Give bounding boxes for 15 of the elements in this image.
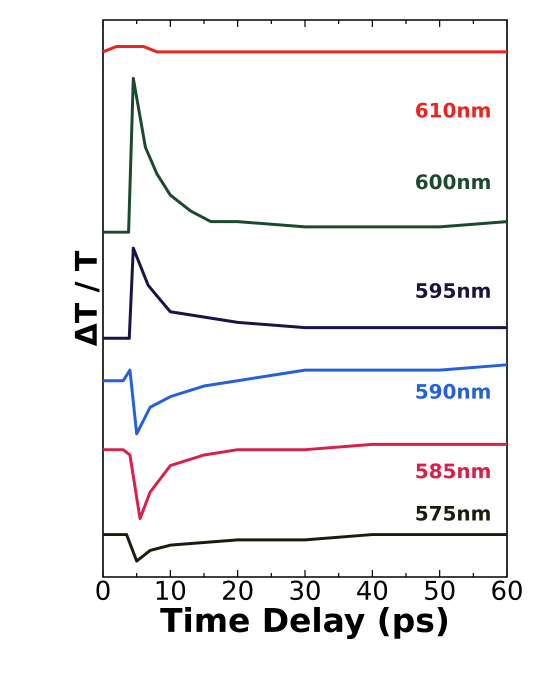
series-label: 590nm bbox=[416, 384, 490, 399]
x-tick-label: 40 bbox=[357, 580, 388, 600]
x-tick-label: 20 bbox=[223, 580, 252, 600]
text: 610nm bbox=[416, 102, 490, 118]
x-tick-label: 0 bbox=[96, 580, 110, 600]
x-tick-label: 60 bbox=[492, 580, 522, 600]
x-tick-label: 30 bbox=[290, 580, 320, 600]
series-label: 595nm bbox=[416, 283, 490, 298]
series-label: 585nm bbox=[416, 463, 490, 478]
y-axis-title: ΔT / T bbox=[74, 250, 100, 346]
x-tick-label: 50 bbox=[425, 580, 454, 600]
x-tick-label: 10 bbox=[156, 580, 186, 600]
x-axis-title: Time Delay (ps) bbox=[160, 606, 448, 640]
series-label: 600nm bbox=[416, 174, 490, 190]
series-label: 575nm bbox=[416, 506, 490, 521]
